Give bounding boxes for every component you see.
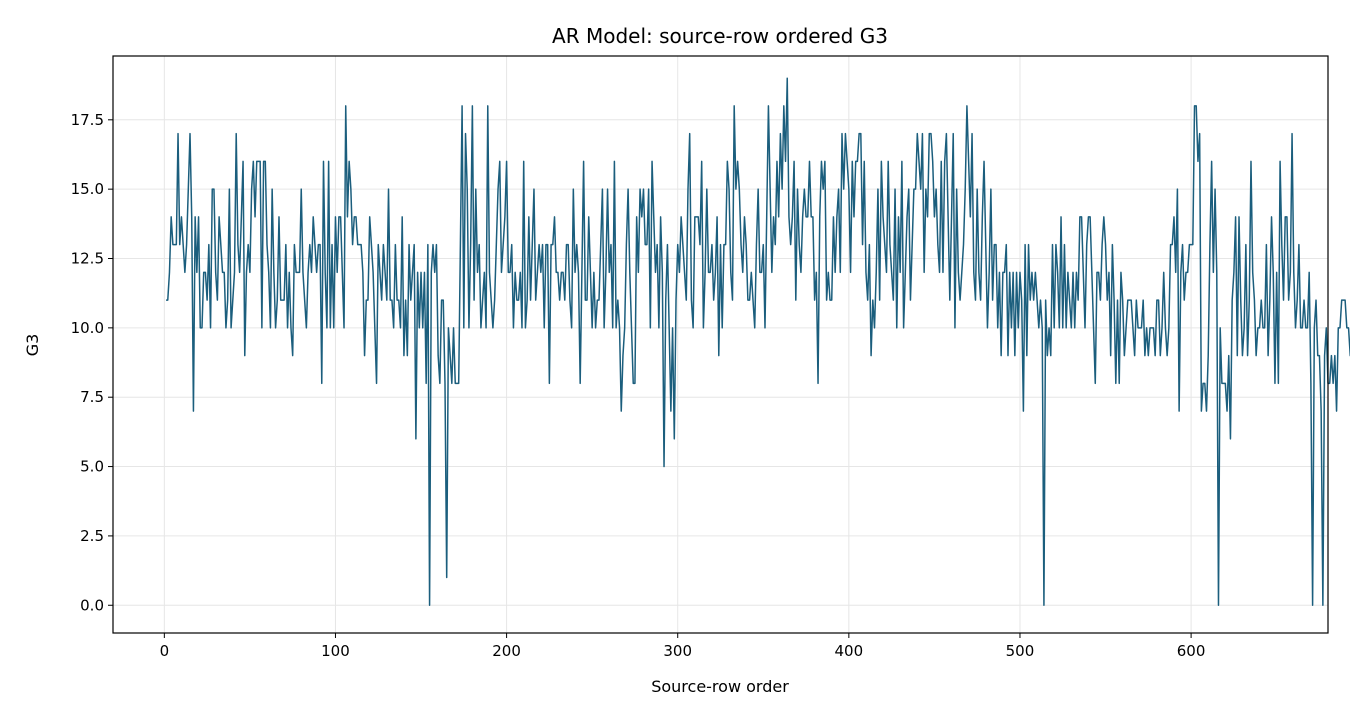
y-tick-label: 15.0 — [71, 180, 104, 198]
x-axis-label: Source-row order — [651, 677, 789, 696]
y-tick-label: 2.5 — [80, 527, 104, 545]
y-tick-label: 17.5 — [71, 111, 104, 129]
x-axis-ticks: 0 100 200 300 400 500 600 — [160, 633, 1206, 660]
y-tick-label: 7.5 — [80, 388, 104, 406]
x-tick-label: 100 — [321, 642, 350, 660]
chart-title: AR Model: source-row ordered G3 — [552, 24, 888, 48]
y-axis-label: G3 — [23, 334, 42, 357]
y-tick-label: 10.0 — [71, 319, 104, 337]
grid-lines — [113, 56, 1328, 633]
y-tick-label: 0.0 — [80, 596, 104, 614]
y-axis-ticks: 0.0 2.5 5.0 7.5 10.0 12.5 15.0 17.5 — [71, 111, 113, 614]
y-tick-label: 5.0 — [80, 458, 104, 476]
x-tick-label: 500 — [1006, 642, 1035, 660]
plot-area-frame — [112, 55, 1329, 634]
x-tick-label: 300 — [663, 642, 692, 660]
x-tick-label: 200 — [492, 642, 521, 660]
x-tick-label: 600 — [1177, 642, 1206, 660]
series-line-g3 — [166, 77, 1350, 607]
x-tick-label: 400 — [835, 642, 864, 660]
x-tick-label: 0 — [160, 642, 170, 660]
y-tick-label: 12.5 — [71, 250, 104, 268]
